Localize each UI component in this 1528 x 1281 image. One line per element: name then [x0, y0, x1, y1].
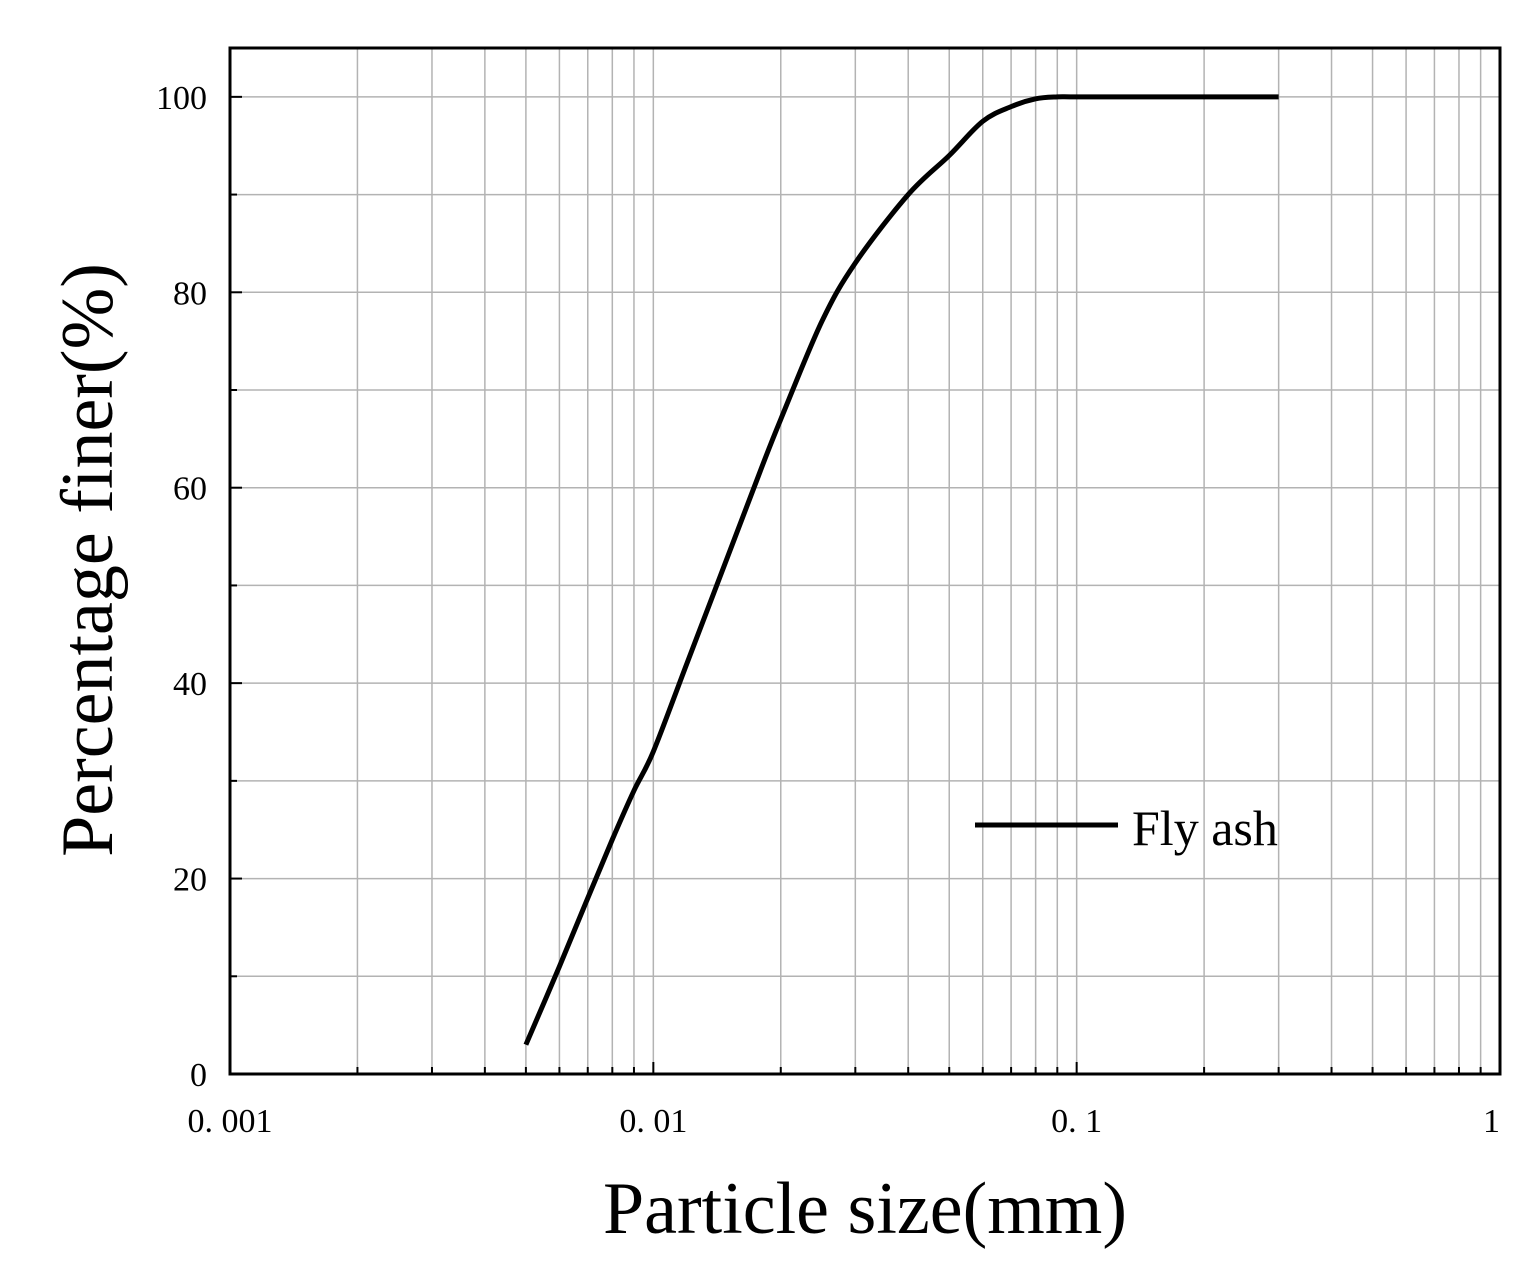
grid-layer: [230, 48, 1500, 1074]
y-tick-label: 20: [173, 862, 207, 899]
legend-label-fly-ash: Fly ash: [1132, 800, 1278, 856]
ticks-layer: [230, 95, 1482, 1074]
y-tick-label: 0: [190, 1057, 207, 1094]
x-tick-label: 1: [1483, 1103, 1500, 1140]
y-axis-title: Percentage finer(%): [47, 263, 129, 857]
labels-layer: 0. 001 0. 01 0. 1 1 0 20 40 60 80 100: [156, 80, 1500, 1140]
series-line-fly-ash: [523, 94, 1279, 1046]
y-tick-label: 60: [173, 471, 207, 508]
x-axis-title: Particle size(mm): [603, 1168, 1127, 1250]
legend: Fly ash: [975, 800, 1278, 856]
y-tick-label: 40: [173, 666, 207, 703]
series-layer: [523, 94, 1279, 1046]
x-tick-label: 0. 1: [1051, 1103, 1102, 1140]
x-tick-label: 0. 001: [188, 1103, 273, 1140]
y-tick-label: 80: [173, 275, 207, 312]
x-tick-label: 0. 01: [619, 1103, 687, 1140]
plot-frame: [228, 46, 1502, 1076]
y-tick-label: 100: [156, 80, 207, 117]
